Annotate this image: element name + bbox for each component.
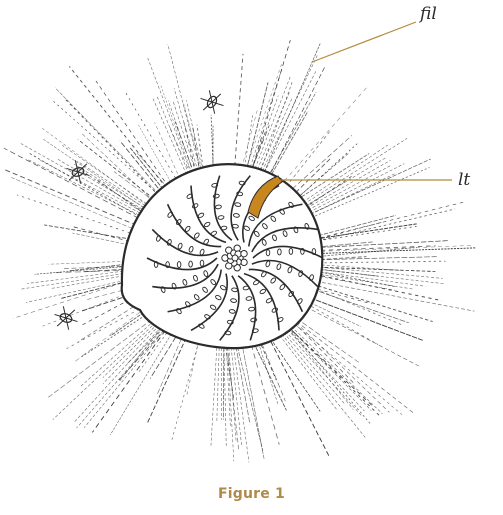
prey-organisms	[54, 90, 224, 330]
label-fil: fil	[420, 4, 437, 24]
leader-line-fil	[311, 21, 417, 63]
prey-organism-3	[54, 306, 78, 330]
label-lt: lt	[458, 170, 471, 190]
prey-organism-2	[66, 160, 90, 184]
prey-organism-1	[200, 90, 224, 114]
leader-lines	[280, 21, 452, 181]
figure-caption: Figure 1	[218, 486, 285, 502]
lateral-tab-highlight	[247, 175, 283, 219]
shell	[120, 163, 324, 350]
